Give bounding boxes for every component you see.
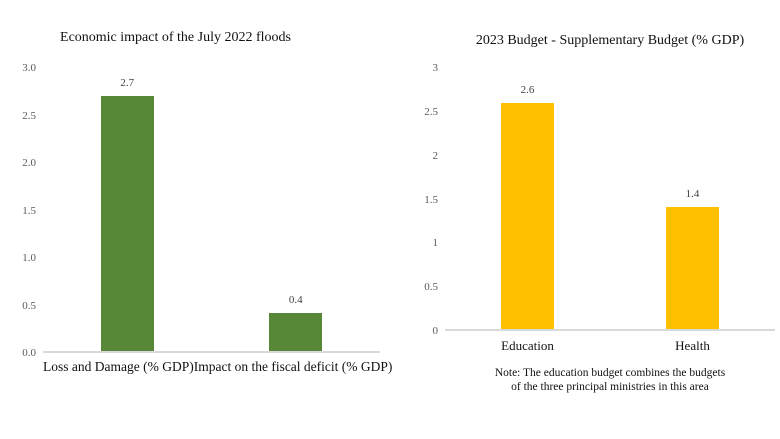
left-x-axis: Loss and Damage (% GDP) Impact on the fis…: [43, 359, 392, 375]
bar-value-label: 1.4: [685, 188, 700, 201]
y-tick-label: 0.5: [22, 299, 36, 312]
category-label: Loss and Damage (% GDP): [43, 359, 194, 374]
y-tick-label: 2.5: [22, 109, 36, 122]
chart-note: Note: The education budget combines the …: [494, 367, 726, 394]
bar-loss-and-damage-gdp: [100, 96, 154, 351]
bar-slot: 0.4: [212, 68, 381, 351]
chart-title: 2023 Budget - Supplementary Budget (% GD…: [475, 33, 745, 48]
y-tick-label: 2.5: [424, 105, 438, 118]
category-label: Education: [501, 338, 554, 353]
chart-title: Economic impact of the July 2022 floods: [60, 30, 291, 45]
y-tick-label: 0.0: [22, 347, 36, 359]
bar-value-label: 2.7: [120, 77, 135, 90]
category-label: Health: [675, 338, 710, 353]
y-tick-label: 2: [432, 149, 439, 162]
y-tick-label: 2.0: [22, 157, 36, 169]
y-tick-label: 1: [432, 237, 439, 250]
y-tick-label: 0: [432, 325, 439, 337]
left-plot-area: 2.7 0.4: [43, 68, 380, 353]
category-label: Impact on the fiscal deficit (% GDP): [193, 359, 393, 374]
bar-health: [666, 207, 719, 329]
bar-slot: 2.6: [445, 68, 610, 329]
bar-education: [501, 102, 554, 329]
left-y-axis: 3.0 2.5 2.0 1.5 1.0 0.5 0.0: [8, 62, 36, 359]
y-tick-label: 0.5: [424, 281, 438, 294]
bar-value-label: 2.6: [520, 83, 535, 96]
right-plot-area: 2.6 1.4: [445, 68, 775, 331]
y-tick-label: 1.5: [22, 204, 36, 217]
y-tick-label: 3: [432, 62, 439, 74]
chart-supplementary-budget: 2023 Budget - Supplementary Budget (% GD…: [400, 0, 780, 439]
y-tick-label: 1.5: [424, 193, 438, 206]
y-tick-label: 3.0: [22, 62, 36, 74]
y-tick-label: 1.0: [22, 252, 36, 264]
right-x-axis: Education Health: [445, 338, 775, 354]
chart-economic-impact: Economic impact of the July 2022 floods …: [8, 30, 392, 375]
bar-slot: 2.7: [43, 68, 212, 351]
bar-slot: 1.4: [610, 68, 775, 329]
bar-value-label: 0.4: [288, 294, 303, 307]
right-y-axis: 3 2.5 2 1.5 1 0.5 0: [410, 62, 439, 337]
bar-impact-on-the-fiscal-deficit-gdp: [269, 313, 323, 351]
